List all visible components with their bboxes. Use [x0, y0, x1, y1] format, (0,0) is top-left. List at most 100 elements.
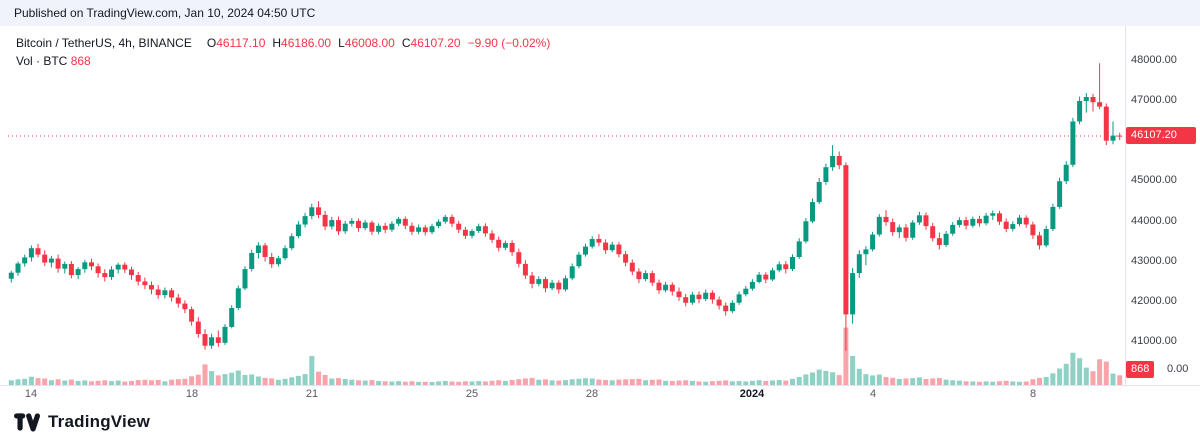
volume-bar [456, 381, 462, 385]
price-axis-label: 44000.00 [1131, 215, 1177, 227]
volume-bar [997, 381, 1002, 385]
candle-body [1030, 224, 1036, 236]
price-axis-label: 43000.00 [1131, 255, 1177, 267]
candle-body [936, 238, 942, 245]
candle-body [983, 215, 989, 224]
volume-bar [289, 377, 295, 385]
volume-bar [195, 374, 201, 385]
volume-bar [936, 378, 942, 385]
volume-bar [82, 380, 88, 385]
symbol-title[interactable]: Bitcoin / TetherUS, 4h, BINANCE [16, 36, 192, 50]
last-volume-badge: 868 [1126, 361, 1155, 378]
candle-body [249, 253, 255, 269]
candle-body [48, 258, 54, 263]
candle-body [28, 248, 34, 258]
volume-bar [729, 381, 735, 385]
candle-body [35, 248, 41, 255]
volume-bar [943, 379, 949, 385]
price-axis-label: 45000.00 [1131, 174, 1177, 186]
volume-bar [990, 381, 996, 385]
candle-body [215, 337, 221, 343]
high-key: H [272, 36, 282, 50]
volume-bar [810, 372, 815, 385]
volume-bar [616, 379, 622, 385]
volume-bar [643, 380, 649, 385]
candle-body [543, 279, 548, 289]
tradingview-logo-icon[interactable] [14, 410, 40, 434]
candle-body [42, 254, 48, 263]
candle-body [703, 292, 709, 300]
volume-bar [790, 378, 795, 385]
volume-bar [476, 381, 482, 385]
volume-bar [282, 378, 288, 385]
volume-bar [129, 381, 134, 385]
volume-bar [763, 381, 769, 385]
candle-body [516, 252, 522, 264]
candle-body [1103, 106, 1109, 141]
volume-bar [723, 380, 729, 385]
volume-bar [649, 379, 655, 385]
candle-body [756, 274, 762, 282]
volume-bar [155, 380, 161, 385]
candle-body [8, 272, 14, 279]
volume-bar [75, 381, 81, 385]
volume-bar [1090, 371, 1096, 385]
candle-body [1057, 181, 1063, 207]
candle-body [589, 239, 595, 247]
volume-bar [175, 379, 181, 385]
candle-body [169, 290, 175, 298]
volume-bar [950, 380, 956, 385]
candle-body [95, 266, 101, 274]
volume-bar [749, 380, 755, 385]
time-axis-label: 21 [305, 388, 319, 400]
candle-body [109, 269, 114, 278]
volume-bar [462, 381, 468, 385]
candle-body [489, 233, 495, 240]
volume-bar [850, 356, 856, 385]
time-axis-label: 8 [1029, 388, 1037, 400]
volume-bar [756, 380, 762, 385]
volume-bar [8, 380, 14, 385]
candle-body [89, 262, 94, 267]
candle-body [289, 236, 295, 249]
volume-bar [42, 378, 48, 385]
candle-body [603, 242, 609, 251]
candle-body [15, 263, 21, 273]
volume-bar [48, 380, 54, 385]
candle-body [356, 220, 361, 229]
volume-bar [770, 380, 775, 385]
volume-bar [109, 381, 114, 385]
volume-bar [536, 379, 542, 385]
candle-body [149, 285, 154, 290]
volume-bar [983, 381, 989, 385]
chart-legend: Bitcoin / TetherUS, 4h, BINANCE O46117.10… [16, 36, 550, 69]
time-axis[interactable] [0, 386, 1200, 403]
volume-bar [482, 381, 488, 385]
price-axis[interactable] [1126, 26, 1200, 386]
low-key: L [338, 36, 345, 50]
candle-body [55, 258, 61, 269]
volume-bar [422, 381, 428, 385]
volume-bar [669, 381, 675, 385]
volume-bar [1037, 377, 1042, 385]
brand-name[interactable]: TradingView [48, 412, 151, 431]
candle-body [536, 279, 542, 284]
candle-body [616, 244, 622, 255]
candle-body [830, 156, 836, 168]
candle-body [162, 290, 168, 296]
candle-body [549, 282, 555, 289]
candle-body [502, 243, 508, 248]
price-chart[interactable] [0, 0, 1200, 405]
volume-bar [1017, 381, 1022, 385]
candle-body [309, 207, 315, 217]
volume-bar [1070, 352, 1076, 385]
candle-body [1070, 121, 1076, 165]
volume-bar [956, 380, 962, 385]
volume-bar [115, 380, 121, 385]
candle-body [202, 334, 208, 346]
volume-bar [496, 380, 502, 385]
volume-bar [836, 375, 842, 385]
candle-body [749, 281, 755, 289]
volume-bar [376, 381, 382, 385]
